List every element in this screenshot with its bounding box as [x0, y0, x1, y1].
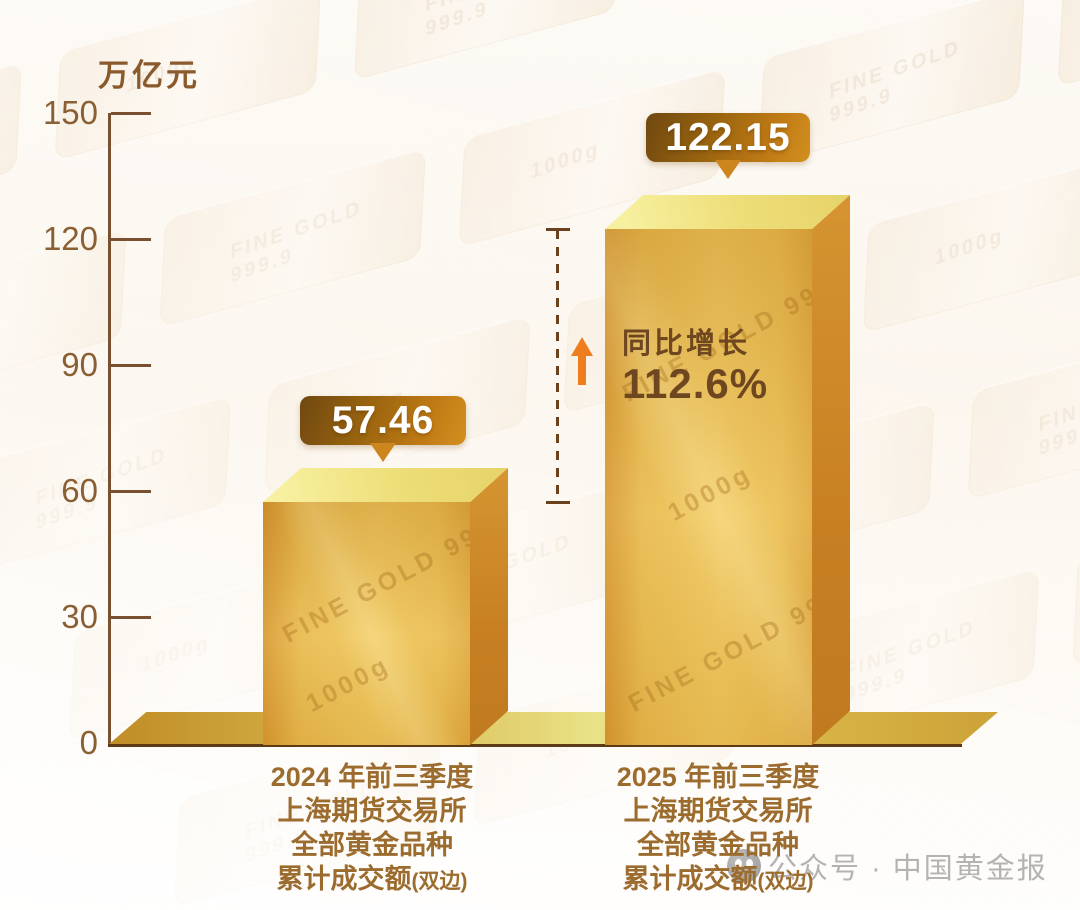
y-axis-tick-120	[111, 238, 151, 241]
growth-range-dashed-line	[556, 230, 559, 502]
category-line: 2025 年前三季度	[616, 762, 820, 792]
growth-annotation-title: 同比增长	[622, 328, 751, 360]
ingot-texture-text: 1000g	[301, 650, 395, 718]
ingot-texture-text: 1000g	[663, 459, 757, 527]
category-line: 全部黄金品种	[291, 830, 453, 860]
chart-floor-platform	[108, 712, 998, 745]
category-label-2024: 2024 年前三季度 上海期货交易所 全部黄金品种 累计成交额(双边)	[222, 760, 522, 899]
y-axis-tick-90	[111, 364, 151, 367]
growth-annotation: 同比增长 112.6%	[622, 327, 768, 407]
bar-2024-side-face	[470, 468, 508, 745]
category-line: 累计成交额(双边)	[568, 862, 868, 899]
watermark: 公众号 · 中国黄金报	[727, 845, 1048, 887]
y-axis-label-60: 60	[61, 472, 98, 509]
y-axis-unit-label: 万亿元	[98, 58, 200, 93]
y-axis-tick-30	[111, 616, 151, 619]
category-line: 累计成交额(双边)	[222, 862, 522, 899]
icon-eye	[735, 859, 742, 868]
growth-range-cap-bottom	[546, 501, 570, 504]
arrow-head	[571, 337, 593, 356]
value-badge-2024: 57.46	[300, 396, 466, 445]
value-badge-tail	[715, 160, 741, 179]
y-axis-label-30: 30	[61, 598, 98, 635]
category-line-main: 累计成交额	[622, 864, 758, 894]
bar-2025-top-face	[605, 195, 850, 229]
bar-2024-front-face: FINE GOLD 999.9 1000g	[263, 502, 470, 745]
bar-2025-side-face	[812, 195, 850, 745]
y-axis-line	[108, 113, 111, 746]
category-line: 上海期货交易所	[623, 796, 813, 826]
y-axis-label-120: 120	[42, 220, 98, 257]
growth-range-cap-top	[546, 228, 570, 231]
arrow-shaft	[578, 354, 586, 385]
growth-annotation-value: 112.6%	[622, 360, 769, 407]
ingot-texture-text: FINE GOLD 999.9	[623, 568, 812, 718]
category-line: 2024 年前三季度	[270, 762, 474, 792]
y-axis-tick-60	[111, 490, 151, 493]
category-line-suffix: (双边)	[411, 870, 468, 893]
category-label-2025: 2025 年前三季度 上海期货交易所 全部黄金品种 累计成交额(双边)	[568, 760, 868, 899]
bar-2024-top-face	[263, 468, 508, 502]
wechat-official-account-icon	[727, 849, 761, 883]
icon-eye	[746, 859, 753, 868]
value-badge-2025: 122.15	[646, 113, 810, 162]
ingot-texture-text: FINE GOLD 999.9	[277, 502, 470, 649]
y-axis-label-150: 150	[42, 94, 98, 131]
y-axis-tick-150	[111, 112, 151, 115]
category-line: 全部黄金品种	[637, 830, 799, 860]
category-line-main: 累计成交额	[276, 864, 412, 894]
value-badge-tail	[370, 443, 396, 462]
category-line: 上海期货交易所	[277, 796, 467, 826]
watermark-text: 公众号 · 中国黄金报	[768, 853, 1048, 885]
y-axis-label-0: 0	[79, 724, 98, 761]
x-axis-baseline	[108, 744, 962, 747]
category-line-suffix: (双边)	[757, 870, 814, 893]
growth-up-arrow-icon	[571, 337, 593, 386]
bar-2025-front-face: FINE GOLD 999.9 1000g FINE GOLD 999.9	[605, 229, 812, 745]
y-axis-label-90: 90	[61, 346, 98, 383]
